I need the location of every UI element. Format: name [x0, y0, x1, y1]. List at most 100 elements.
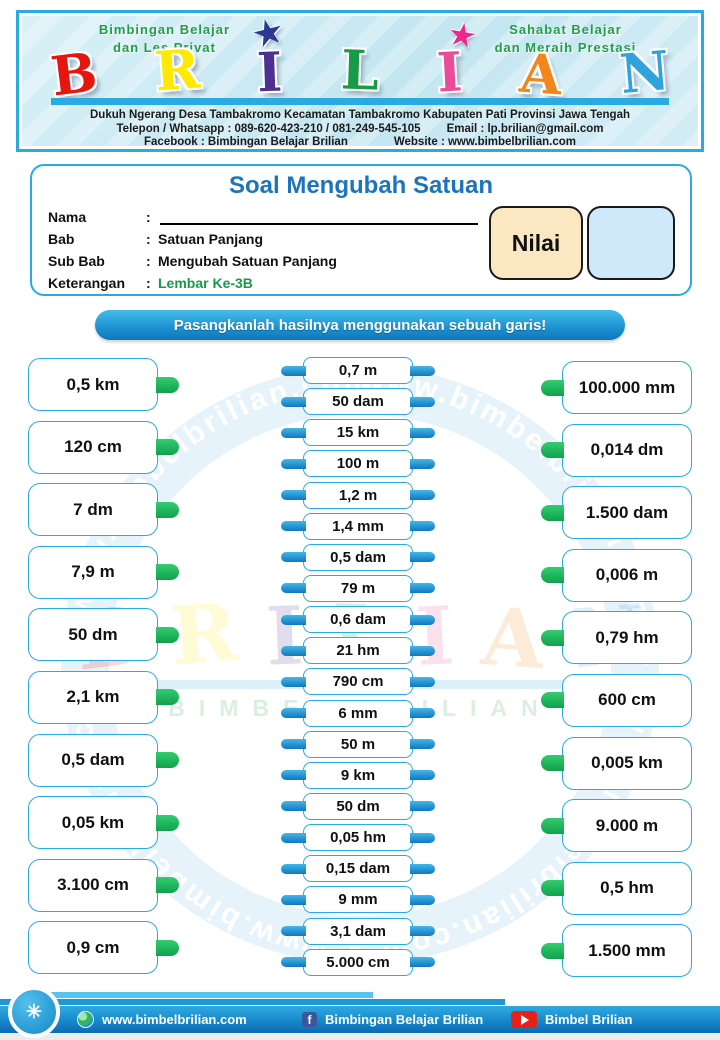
connector-blue-icon [410, 614, 435, 625]
match-item-label: 9 mm [338, 891, 378, 909]
connector-blue-icon [410, 739, 435, 750]
match-item: 0,6 dam [281, 606, 435, 634]
match-item-label: 0,05 hm [330, 829, 386, 847]
match-item: 1,2 m [281, 481, 435, 509]
globe-icon [77, 1011, 94, 1028]
header-divider-bar [51, 98, 669, 105]
match-item-label: 6 mm [338, 704, 378, 722]
connector-blue-icon [410, 863, 435, 874]
connector-green-icon [156, 501, 179, 518]
match-item: 15 km [281, 419, 435, 447]
match-item-label: 0,5 dam [61, 750, 125, 770]
match-item: 3,1 dam [281, 917, 435, 945]
connector-green-icon [156, 376, 179, 393]
facebook-icon: f [302, 1012, 317, 1027]
logo-letter: N [616, 37, 672, 107]
connector-blue-icon [281, 957, 306, 968]
tagline-right-line2: dan Meraih Prestasi [494, 39, 637, 55]
match-item: 7,9 m [28, 545, 179, 599]
match-item: 0,9 cm [28, 921, 179, 975]
match-item-label: 50 dm [68, 624, 118, 644]
connector-green-icon [541, 379, 564, 396]
match-item-label: 0,5 hm [600, 878, 654, 898]
match-item: 6 mm [281, 699, 435, 727]
match-item-label: 1.500 dam [585, 502, 669, 522]
match-item: 790 cm [281, 668, 435, 696]
nilai-box: Nilai [489, 206, 583, 280]
connector-green-icon [156, 626, 179, 643]
footer-facebook-link[interactable]: f Bimbingan Belajar Brilian [302, 1006, 483, 1033]
connector-green-icon [156, 689, 179, 706]
match-item: 0,05 km [28, 796, 179, 850]
logo-letter: A [517, 40, 564, 108]
connector-blue-icon [281, 552, 306, 563]
field-label: Sub Bab [48, 253, 105, 269]
connector-green-icon [541, 504, 564, 521]
match-item-label: 1,4 mm [332, 517, 384, 535]
logo-letter: L [339, 37, 380, 103]
connector-blue-icon [410, 708, 435, 719]
match-item-label: 9 km [340, 766, 376, 784]
page-title: Soal Mengubah Satuan [228, 172, 494, 199]
match-item: 50 dm [28, 608, 179, 662]
match-item-label: 21 hm [336, 642, 380, 660]
match-item-label: 50 dam [332, 393, 384, 411]
connector-blue-icon [410, 645, 435, 656]
footer-stripe-light [28, 992, 373, 998]
header-contact-email: Email : lp.brilian@gmail.com [446, 122, 604, 135]
match-item-label: 0,7 m [338, 362, 378, 379]
field-separator: : [146, 209, 151, 225]
match-item-label: 0,014 dm [590, 440, 664, 460]
footer-youtube-link[interactable]: Bimbel Brilian [511, 1006, 632, 1033]
field-label: Nama [48, 209, 87, 225]
youtube-icon [511, 1011, 537, 1028]
footer-youtube-text: Bimbel Brilian [545, 1012, 633, 1027]
connector-blue-icon [410, 458, 435, 469]
nilai-label: Nilai [511, 229, 561, 256]
connector-blue-icon [281, 739, 306, 750]
connector-blue-icon [410, 770, 435, 781]
connector-green-icon [156, 564, 179, 581]
field-label: Keterangan [48, 275, 126, 291]
footer-website-link[interactable]: www.bimbelbrilian.com [77, 1006, 247, 1033]
match-item: 21 hm [281, 637, 435, 665]
tagline-left-line2: dan Les Privat [113, 39, 216, 55]
tagline-left-line1: Bimbingan Belajar [98, 22, 231, 37]
connector-blue-icon [410, 832, 435, 843]
match-item-label: 79 m [340, 579, 376, 597]
match-item: 0,5 dam [28, 733, 179, 787]
match-item-label: 2,1 km [66, 687, 120, 707]
name-underline [160, 210, 478, 225]
footer-stripe-mid [0, 999, 505, 1005]
match-item: 0,5 km [28, 358, 179, 411]
connector-blue-icon [281, 801, 306, 812]
connector-green-icon [541, 692, 564, 709]
match-item-label: 0,6 dam [330, 611, 386, 629]
match-item-label: 0,5 km [66, 374, 120, 394]
match-item: 2,1 km [28, 670, 179, 724]
connector-blue-icon [410, 427, 435, 438]
connector-blue-icon [281, 645, 306, 656]
connector-blue-icon [281, 365, 306, 376]
match-middle-column: 0,7 m 50 dam 15 km 100 m [281, 357, 435, 976]
connector-green-icon [541, 817, 564, 834]
match-right-column: 100.000 mm 0,014 dm 1.500 dam 0,006 m 0,… [541, 361, 692, 978]
match-left-column: 0,5 km 120 cm 7 dm 7,9 m 50 dm [28, 358, 179, 975]
connector-blue-icon [281, 583, 306, 594]
match-item-label: 7 dm [73, 499, 113, 519]
match-item: 100.000 mm [541, 361, 692, 414]
form-rows: Nama : Bab : Satuan Panjang Sub Bab : Me… [48, 206, 488, 294]
match-item: 0,006 m [541, 548, 692, 602]
match-item-label: 790 cm [332, 673, 384, 691]
match-item: 0,7 m [281, 357, 435, 384]
connector-blue-icon [410, 521, 435, 532]
connector-blue-icon [281, 490, 306, 501]
match-item-label: 120 cm [64, 437, 122, 457]
connector-blue-icon [410, 583, 435, 594]
connector-blue-icon [410, 396, 435, 407]
form-row: Bab : Satuan Panjang [48, 228, 488, 250]
match-item-label: 100.000 mm [578, 377, 676, 397]
match-item: 9 km [281, 761, 435, 789]
match-item: 50 dm [281, 792, 435, 820]
